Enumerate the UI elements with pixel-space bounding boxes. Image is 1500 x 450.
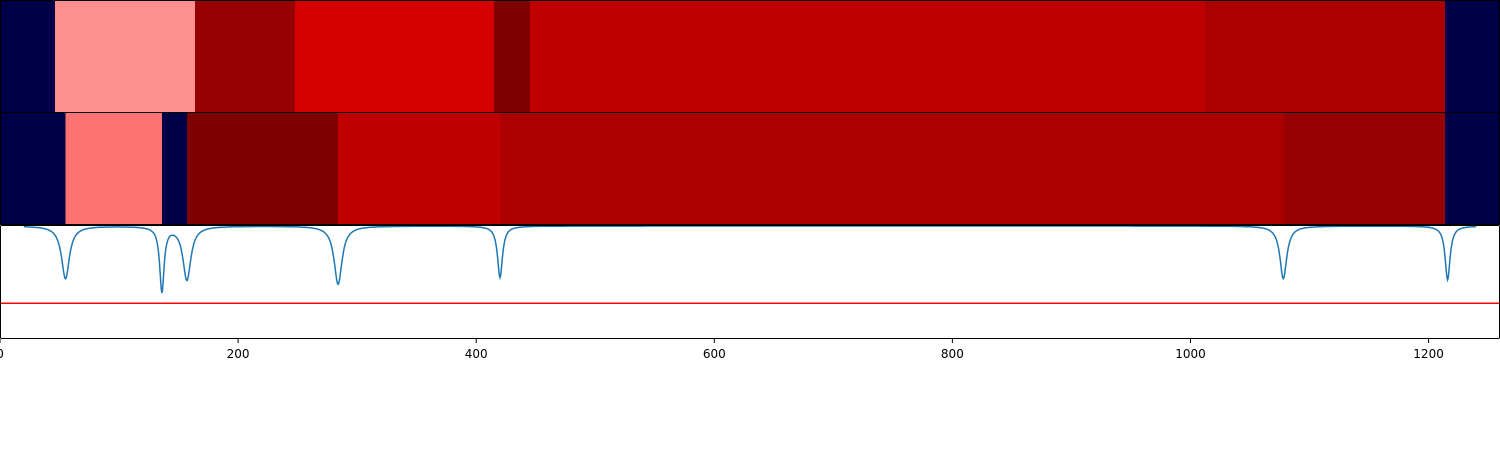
heatmap-cell <box>494 1 530 113</box>
heatmap-cell <box>54 1 196 113</box>
heatmap-cell <box>295 1 495 113</box>
heatmap-cell <box>1445 113 1500 225</box>
heatmap-rows <box>0 0 1500 225</box>
x-tick-label: 1000 <box>1175 347 1206 361</box>
heatmap-cell <box>338 113 500 225</box>
heatmap-cell <box>65 113 162 225</box>
heatmap-cell <box>529 1 1205 113</box>
x-tick-label: 1200 <box>1413 347 1444 361</box>
heatmap-cell <box>161 113 187 225</box>
signal-line <box>23 226 1477 294</box>
x-tick-label: 200 <box>227 347 250 361</box>
heatmap-cell <box>1283 113 1446 225</box>
heatmap-cell <box>186 113 339 225</box>
heatmap-cell <box>0 113 66 225</box>
x-tick-label: 800 <box>941 347 964 361</box>
signal-background <box>0 226 1500 338</box>
x-tick-label: 0 <box>0 347 4 361</box>
heatmap-cell <box>195 1 296 113</box>
heatmap-cell <box>1445 1 1500 113</box>
x-tick-label: 400 <box>465 347 488 361</box>
heatmap-cell <box>0 1 55 113</box>
x-axis: 0 200 400 600 800 1000 1200 <box>0 339 1444 361</box>
signal-panel <box>0 225 1500 339</box>
heatmap-cell <box>1204 1 1446 113</box>
heatmap-cell <box>500 113 1284 225</box>
x-tick-label: 600 <box>703 347 726 361</box>
